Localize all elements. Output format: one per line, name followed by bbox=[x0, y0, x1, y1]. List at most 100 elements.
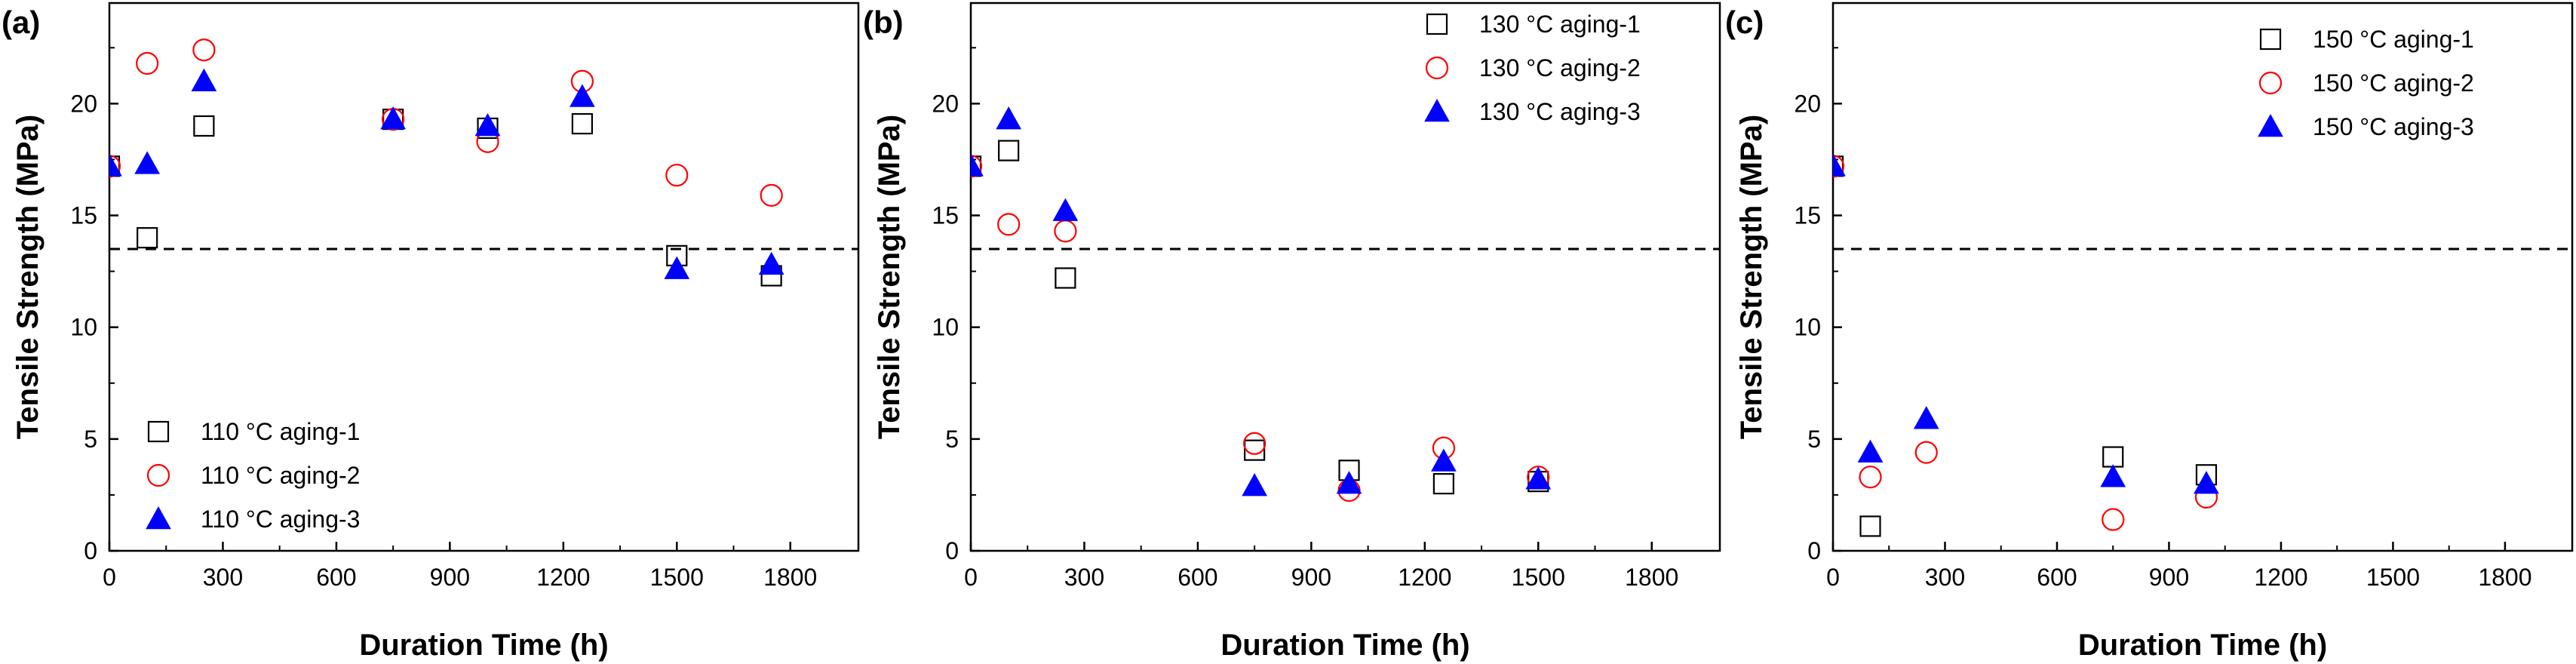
legend-marker-3 bbox=[146, 506, 171, 530]
data-point-series-2 bbox=[1833, 155, 1845, 178]
chart-panel-3: 0 300 600 900 1200 1500 1800 0 5 10 15 20 Duration T… bbox=[1725, 2, 2574, 662]
x-axis-title: Duration Time (h) bbox=[359, 629, 608, 662]
legend-marker-3 bbox=[2258, 113, 2283, 137]
plot-frame bbox=[969, 2, 1721, 552]
data-point-series-3 bbox=[1336, 471, 1362, 494]
data-point-series-1 bbox=[1432, 473, 1454, 495]
data-point-series-1 bbox=[193, 115, 215, 137]
data-point-series-1 bbox=[1859, 515, 1881, 537]
legend-marker-2 bbox=[1425, 56, 1449, 80]
x-tick-label: 600 bbox=[1177, 564, 1217, 591]
y-tick-label: 5 bbox=[945, 426, 959, 453]
data-point-series-3 bbox=[1052, 198, 1079, 221]
legend-label-1: 110 °C aging-1 bbox=[201, 418, 360, 445]
x-tick-label: 1800 bbox=[1625, 564, 1678, 591]
chart-panel-1: 0 300 600 900 1200 1500 1800 0 5 10 15 20 Duration T… bbox=[2, 2, 860, 662]
y-axis-title: Tensile Strength (MPa) bbox=[11, 115, 45, 439]
data-point-series-2 bbox=[1054, 220, 1077, 243]
x-axis-title: Duration Time (h) bbox=[2078, 629, 2327, 662]
y-tick-label: 0 bbox=[945, 537, 959, 564]
data-point-series-3 bbox=[1857, 439, 1884, 463]
y-axis-title: Tensile Strength (MPa) bbox=[873, 115, 906, 439]
chart-panel-2: 0 300 600 900 1200 1500 1800 0 5 10 15 20 Duration T… bbox=[863, 2, 1721, 662]
data-point-series-2 bbox=[192, 38, 216, 62]
x-tick-label: 0 bbox=[964, 564, 978, 591]
x-tick-label: 300 bbox=[1925, 564, 1965, 591]
data-point-series-3 bbox=[664, 256, 690, 279]
x-axis-title: Duration Time (h) bbox=[1220, 629, 1469, 662]
legend-label-3: 110 °C aging-3 bbox=[201, 506, 360, 533]
data-point-series-2 bbox=[665, 164, 689, 187]
x-tick-label: 900 bbox=[430, 564, 470, 591]
panel-label: (a) bbox=[2, 5, 40, 40]
x-tick-label: 1800 bbox=[763, 564, 817, 591]
legend-marker-1 bbox=[2259, 28, 2282, 51]
y-tick-label: 20 bbox=[70, 90, 97, 117]
data-point-series-2 bbox=[136, 51, 159, 75]
legend: 150 °C aging-1 150 °C aging-2 150 °C aging… bbox=[2258, 26, 2474, 140]
data-point-series-3 bbox=[570, 84, 595, 107]
legend-marker-2 bbox=[2258, 71, 2283, 95]
y-tick-label: 15 bbox=[70, 202, 97, 229]
x-tick-label: 300 bbox=[1064, 564, 1104, 591]
panel-label: (b) bbox=[863, 5, 904, 40]
y-tick-label: 10 bbox=[1794, 314, 1821, 341]
data-point-series-3 bbox=[2100, 464, 2126, 487]
data-point-series-3 bbox=[380, 106, 406, 130]
legend-marker-1 bbox=[1426, 13, 1448, 35]
x-tick-label: 1500 bbox=[1512, 564, 1565, 591]
y-tick-label: 10 bbox=[70, 314, 97, 341]
y-tick-label: 5 bbox=[1807, 426, 1821, 453]
x-tick-label: 300 bbox=[203, 564, 243, 591]
legend-marker-3 bbox=[1424, 98, 1450, 122]
legend-label-2: 130 °C aging-2 bbox=[1479, 54, 1641, 81]
data-point-series-2 bbox=[971, 155, 983, 178]
y-tick-label: 20 bbox=[932, 90, 959, 117]
data-point-series-1 bbox=[998, 140, 1020, 161]
data-point-series-3 bbox=[1525, 466, 1552, 490]
x-tick-label: 1200 bbox=[1398, 564, 1451, 591]
data-point-series-3 bbox=[1833, 153, 1846, 177]
data-point-series-2 bbox=[2102, 508, 2125, 531]
data-point-series-3 bbox=[996, 106, 1022, 130]
data-points bbox=[109, 38, 784, 287]
data-point-series-3 bbox=[474, 112, 501, 137]
data-point-series-1 bbox=[1244, 439, 1266, 461]
legend-label-1: 130 °C aging-1 bbox=[1479, 11, 1641, 38]
x-tick-label: 900 bbox=[1291, 564, 1331, 591]
y-tick-label: 15 bbox=[932, 202, 959, 229]
legend-marker-1 bbox=[147, 420, 170, 443]
y-axis-title: Tensile Strength (MPa) bbox=[1735, 115, 1768, 439]
data-point-series-2 bbox=[997, 213, 1021, 236]
x-tick-label: 1200 bbox=[536, 564, 590, 591]
y-tick-label: 0 bbox=[1807, 537, 1821, 564]
legend-label-2: 110 °C aging-2 bbox=[201, 462, 360, 489]
data-point-series-2 bbox=[1859, 466, 1882, 489]
data-point-series-3 bbox=[1913, 406, 1939, 429]
data-point-series-1 bbox=[2102, 446, 2124, 468]
data-points bbox=[971, 106, 1552, 503]
legend: 130 °C aging-1 130 °C aging-2 130 °C aging… bbox=[1424, 11, 1641, 125]
data-point-series-3 bbox=[971, 153, 984, 177]
x-tick-label: 1800 bbox=[2478, 564, 2531, 591]
x-tick-label: 0 bbox=[1826, 564, 1840, 591]
data-point-series-2 bbox=[1243, 432, 1267, 455]
x-tick-label: 1200 bbox=[2254, 564, 2307, 591]
data-point-series-1 bbox=[571, 112, 593, 135]
legend-label-3: 130 °C aging-3 bbox=[1479, 98, 1641, 125]
legend-marker-2 bbox=[146, 463, 170, 487]
data-point-series-3 bbox=[109, 153, 122, 177]
plot-frame bbox=[1831, 2, 2574, 552]
data-point-series-2 bbox=[109, 155, 121, 178]
x-tick-label: 600 bbox=[2037, 564, 2077, 591]
data-point-series-2 bbox=[760, 183, 783, 207]
y-tick-label: 15 bbox=[1794, 202, 1821, 229]
y-tick-label: 0 bbox=[84, 537, 97, 564]
y-tick-label: 5 bbox=[84, 426, 97, 453]
legend: 110 °C aging-1 110 °C aging-2 110 °C aging… bbox=[146, 418, 360, 533]
y-tick-label: 10 bbox=[932, 314, 959, 341]
y-tick-label: 20 bbox=[1794, 90, 1821, 117]
data-point-series-3 bbox=[758, 251, 784, 275]
x-tick-label: 1500 bbox=[650, 564, 704, 591]
x-tick-label: 900 bbox=[2149, 564, 2189, 591]
